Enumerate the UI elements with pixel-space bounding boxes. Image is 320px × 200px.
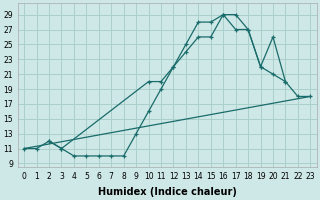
- X-axis label: Humidex (Indice chaleur): Humidex (Indice chaleur): [98, 187, 237, 197]
